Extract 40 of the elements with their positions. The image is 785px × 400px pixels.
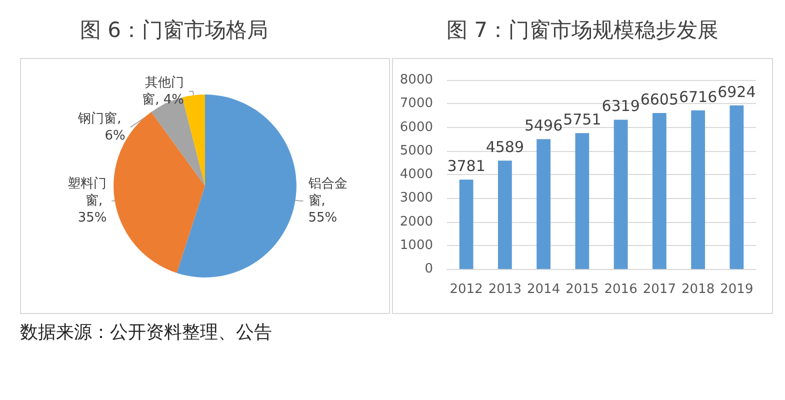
bar [730, 105, 744, 269]
slice-label: 塑料门窗, 35% [68, 175, 107, 226]
x-tick-label: 2013 [488, 282, 522, 297]
bar [498, 160, 512, 269]
y-tick-label: 1000 [400, 238, 433, 253]
data-label: 6924 [718, 82, 756, 101]
data-label: 6319 [602, 97, 640, 116]
y-tick-label: 6000 [400, 120, 433, 135]
x-tick-label: 2018 [682, 282, 715, 297]
source-note: 数据来源：公开资料整理、公告 [20, 321, 272, 344]
y-tick-label: 7000 [400, 96, 433, 112]
slice-label: 钢门窗, 6% [77, 110, 126, 144]
y-tick-label: 0 [424, 262, 433, 276]
slice-label: 其他门窗, 4% [142, 74, 184, 108]
bar [575, 133, 590, 269]
y-tick-label: 8000 [400, 72, 433, 88]
y-tick-label: 2000 [400, 214, 433, 230]
chart-title: 图 6：门窗市场格局 [78, 17, 270, 44]
chart-title: 图 7：门窗市场规模稳步发展 [445, 17, 720, 44]
y-tick-label: 5000 [400, 143, 433, 158]
x-tick-label: 2016 [604, 282, 638, 297]
data-label: 5496 [524, 116, 563, 135]
x-tick-label: 2012 [450, 282, 483, 297]
y-tick-label: 3000 [400, 190, 433, 206]
data-label: 6605 [640, 90, 679, 108]
x-tick-label: 2017 [642, 282, 676, 297]
bar [652, 112, 666, 269]
data-label: 4589 [486, 138, 524, 156]
data-label: 3781 [447, 157, 486, 176]
bar [691, 110, 706, 269]
x-tick-label: 2019 [720, 282, 754, 297]
bar [459, 180, 474, 269]
x-tick-label: 2015 [566, 282, 599, 297]
bar [536, 139, 551, 269]
data-label: 5751 [563, 110, 602, 129]
bar [614, 120, 628, 269]
y-tick-label: 4000 [400, 167, 433, 182]
slice-label: 铝合金窗, 55% [307, 176, 348, 226]
x-tick-label: 2014 [527, 282, 560, 297]
data-label: 6716 [678, 88, 718, 106]
